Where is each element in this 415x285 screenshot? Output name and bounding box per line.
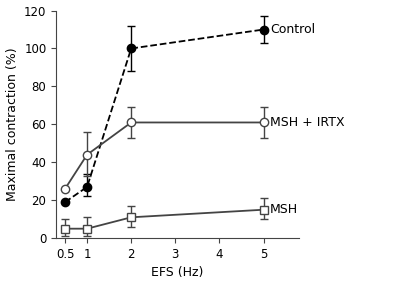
Text: MSH + IRTX: MSH + IRTX	[270, 116, 345, 129]
Text: MSH: MSH	[270, 203, 298, 216]
Y-axis label: Maximal contraction (%): Maximal contraction (%)	[5, 48, 19, 201]
X-axis label: EFS (Hz): EFS (Hz)	[151, 266, 204, 280]
Text: Control: Control	[270, 23, 315, 36]
